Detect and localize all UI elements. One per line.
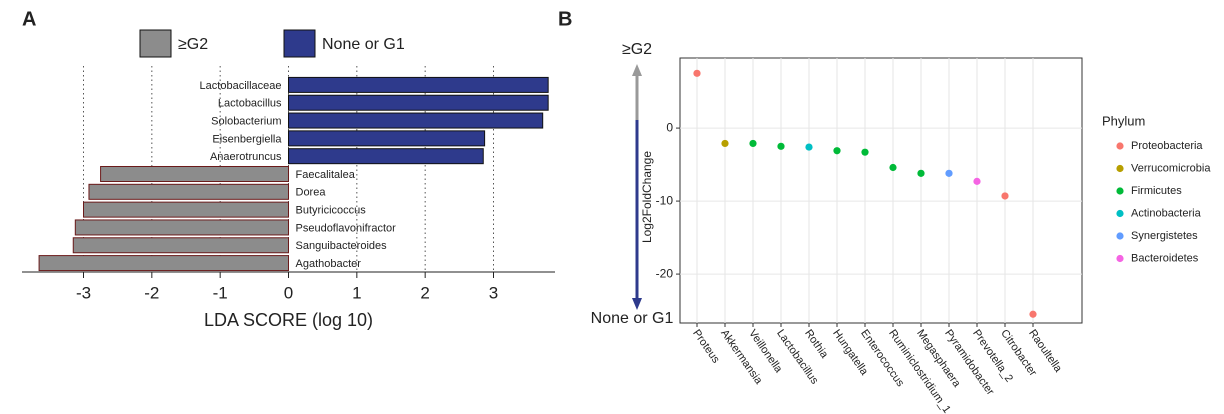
bar-label: Butyricicoccus (296, 205, 367, 217)
bar (288, 148, 484, 165)
x-tick-label: 2 (420, 283, 429, 302)
bar (72, 237, 289, 254)
bar (288, 76, 549, 93)
point (889, 163, 897, 172)
annotation: ≥G2 (622, 41, 652, 58)
point (777, 142, 785, 150)
y-tick-label: 0 (666, 120, 673, 134)
bar (83, 201, 289, 218)
legend-swatch (283, 29, 316, 58)
arrow-head (632, 298, 642, 310)
x-tick-label: 0 (284, 283, 293, 302)
bar-label: Eisenbergiella (212, 133, 282, 145)
bar-label: Anaerotruncus (210, 151, 282, 163)
x-tick-label: -2 (144, 283, 159, 302)
bar-label: Agathobacter (296, 258, 362, 270)
point (721, 139, 729, 148)
legend-marker (1116, 187, 1124, 195)
x-tick-label: 1 (352, 283, 361, 302)
legend-marker (1116, 209, 1124, 218)
point (693, 69, 701, 77)
point (861, 148, 869, 156)
legend-label: Proteobacteria (1131, 140, 1203, 152)
panel-label: B (558, 8, 572, 30)
bar-label: Solobacterium (211, 115, 281, 127)
y-axis-label: Log2FoldChange (640, 151, 654, 243)
y-tick-label: -20 (656, 266, 674, 280)
bar-label: Lactobacillaceae (200, 80, 282, 92)
bar (88, 183, 290, 200)
x-tick-label: Proteus (690, 328, 722, 366)
panel-label: A (22, 8, 36, 30)
bar-label: Lactobacillus (218, 98, 282, 110)
arrow-head (632, 64, 642, 76)
legend-label: Synergistetes (1131, 230, 1198, 242)
x-tick-label: Rothia (802, 328, 831, 362)
legend-swatch (139, 29, 172, 58)
x-tick-label: -1 (213, 283, 228, 302)
point (749, 139, 757, 148)
bar-label: Dorea (296, 187, 327, 199)
point (973, 177, 981, 185)
y-tick-label: -10 (656, 193, 674, 207)
point (1029, 310, 1037, 318)
annotation: None or G1 (591, 310, 674, 327)
legend-marker (1116, 142, 1124, 150)
legend-label: Bacteroidetes (1131, 252, 1199, 264)
bar (288, 130, 486, 147)
point (1001, 192, 1009, 200)
point (945, 169, 953, 177)
legend-title: Phylum (1102, 113, 1145, 128)
bar (74, 219, 289, 236)
legend-label: None or G1 (322, 36, 405, 53)
legend-label: ≥G2 (178, 36, 208, 53)
legend-marker (1116, 164, 1124, 173)
x-tick-label: -3 (76, 283, 91, 302)
legend-label: Actinobacteria (1131, 207, 1202, 219)
bar-label: Pseudoflavonifractor (296, 222, 397, 234)
point (833, 147, 841, 155)
legend-marker (1116, 232, 1124, 240)
x-tick-label: 3 (489, 283, 498, 302)
x-axis-label: LDA SCORE (log 10) (204, 310, 373, 330)
bar (100, 166, 290, 182)
bar (38, 255, 290, 272)
legend-label: Firmicutes (1131, 185, 1182, 197)
bar-label: Sanguibacteroides (296, 240, 388, 252)
point (917, 169, 925, 177)
bar (288, 112, 544, 129)
plot-area (679, 57, 1083, 324)
bar-label: Faecalitalea (296, 169, 356, 181)
legend-marker (1116, 254, 1124, 263)
bar (288, 94, 549, 111)
legend-label: Verrucomicrobia (1131, 162, 1211, 174)
point (805, 143, 813, 151)
